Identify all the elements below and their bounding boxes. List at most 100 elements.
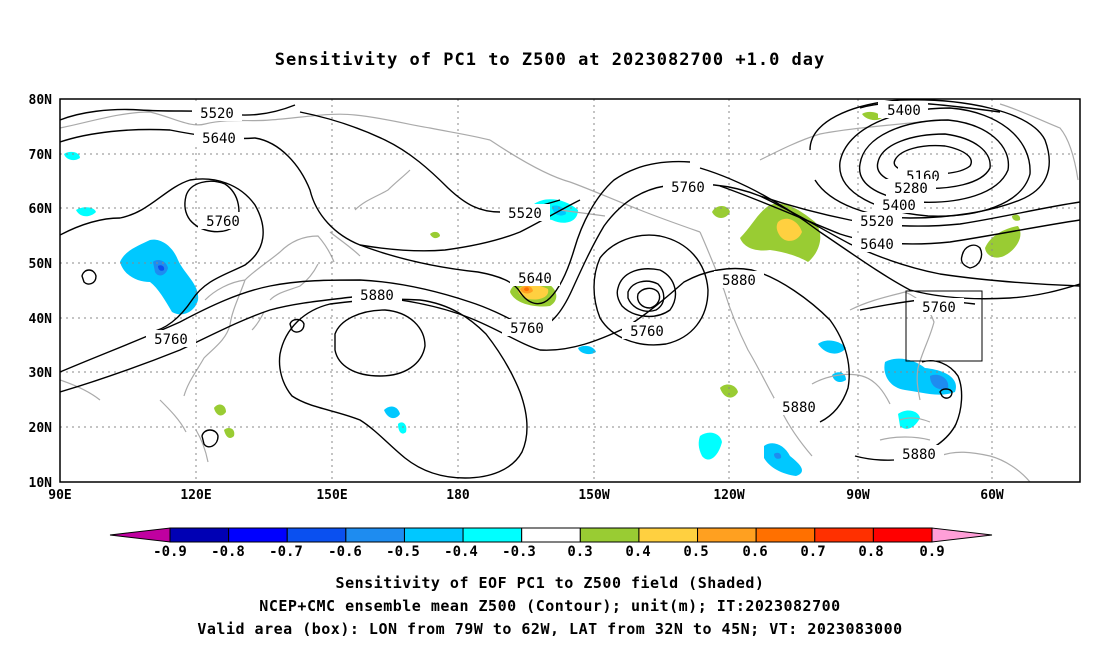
shade-patch-philippines-2 [224,428,235,438]
contour-label: 5880 [782,400,816,416]
shade-patch-arctic [862,111,882,121]
contour-label: 5760 [630,324,664,340]
contour-label: 5520 [860,214,894,230]
colorbar-cell [697,527,757,543]
shade-patch-gulf-2 [832,372,846,383]
colorbar-cell [403,527,464,543]
contour-label: 5520 [200,106,234,122]
coastline-hudson [759,119,941,161]
lon-labels: 90E 120E 150E 180 150W 120W 90W 60W [48,488,1004,503]
lon-label: 120W [713,488,744,503]
sensitivity-shading [64,111,1021,476]
colorbar-label: 0.4 [625,544,650,560]
colorbar-cell [872,527,933,543]
contour-5520-west [60,104,296,121]
lon-label: 120E [180,488,211,503]
contour-5760-west [60,178,264,333]
lon-label: 150W [578,488,609,503]
map-title: Sensitivity of PC1 to Z500 at 2023082700… [274,50,826,70]
caption-shading: Sensitivity of EOF PC1 to Z500 field (Sh… [335,574,765,592]
contour-label: 5880 [360,288,394,304]
colorbar-label: -0.6 [328,544,362,560]
contour-label: 5760 [922,300,956,316]
colorbar-cell [638,527,699,543]
contour-label: 5280 [894,181,928,197]
contour-5760-low-outer [593,234,709,346]
contour-deep-low-4 [839,107,1031,217]
contour-label: 5880 [902,447,936,463]
contour-label: 5400 [887,103,921,119]
contour-label: 5640 [518,271,552,287]
shade-patch-mongolia-dark [158,265,165,271]
lon-label: 90W [846,488,870,503]
colorbar-label: 0.5 [683,544,708,560]
shade-patch-hawaii [384,406,400,419]
contour-low-small-3 [636,287,661,309]
shade-patch-pacific-sub-2b [774,452,782,459]
lat-label: 40N [29,312,53,327]
shade-patch-pacific-sub-2 [764,443,803,476]
coastlines [60,103,1079,482]
shade-patch-atlantic-small [898,410,920,429]
shade-patch-mongolia [120,239,199,315]
coastline-india [60,379,101,401]
colorbar-label: 0.9 [919,544,944,560]
shade-patch-canada-core [776,218,802,241]
contour-small-ring-philippines [201,429,219,448]
shade-patch-canada-north [712,206,730,218]
lon-label: 150E [316,488,347,503]
lat-label: 20N [29,421,53,436]
lat-label: 50N [29,257,53,272]
coastline-asia-north [60,111,491,141]
shade-patch-mexico-green [720,384,738,398]
colorbar-label: -0.7 [269,544,303,560]
shade-patch-labrador-2 [1012,214,1021,221]
colorbar-cell [345,527,405,543]
shade-patch-gulf [818,340,846,354]
colorbar-low-end [109,527,171,543]
colorbar-cell [814,527,874,543]
colorbar-cell [169,527,230,543]
contour-label: 5640 [860,237,894,253]
contour-5520-pacific [299,111,561,213]
contour-5520-east [759,195,1080,227]
contour-5880-west [60,267,850,423]
colorbar-labels: -0.9 -0.8 -0.7 -0.6 -0.5 -0.4 -0.3 0.3 0… [153,544,945,560]
contour-5640-west [60,128,581,252]
shade-patch-mid-pacific [578,345,596,355]
gridlines [60,99,1080,482]
lat-label: 60N [29,202,53,217]
shade-patch-labrador [985,226,1021,258]
coastline-caribbean [879,417,931,441]
lat-labels: 80N 70N 60N 50N 40N 30N 20N 10N [29,93,53,491]
coastline-north-america-west [699,231,813,457]
valid-area-box [905,290,983,362]
contour-label: 5400 [882,198,916,214]
colorbar-high-end [931,527,993,543]
contour-label: 5520 [508,206,542,222]
caption-valid-area: Valid area (box): LON from 79W to 62W, L… [197,620,903,638]
coastline-se-asia [159,399,209,463]
contour-label: 5640 [202,131,236,147]
lat-label: 10N [29,476,53,491]
map-figure: 5400 5520 5640 5760 5160 5280 5400 5520 … [29,93,1081,560]
contour-high-central [334,309,426,377]
contour-5760-east [699,167,1080,300]
colorbar-cell [755,527,816,543]
colorbar-cell [462,527,523,543]
coastline-kamchatka [329,169,411,257]
contour-small-ring-japan [289,318,305,333]
shade-patch-kamchatka [430,231,440,239]
colorbar-cell [521,527,581,543]
coastline-gulf-mexico [811,373,891,405]
lat-label: 80N [29,93,53,108]
colorbar-label: -0.3 [502,544,536,560]
colorbar-label: 0.7 [800,544,825,560]
shade-patch-pacific-sub-1 [698,432,722,460]
shade-patch-north-pacific-peak [524,287,529,292]
colorbar-label: 0.3 [567,544,592,560]
contour-label: 5880 [722,273,756,289]
coastline-alaska [489,139,701,233]
lat-label: 30N [29,366,53,381]
colorbar-label: -0.8 [211,544,245,560]
